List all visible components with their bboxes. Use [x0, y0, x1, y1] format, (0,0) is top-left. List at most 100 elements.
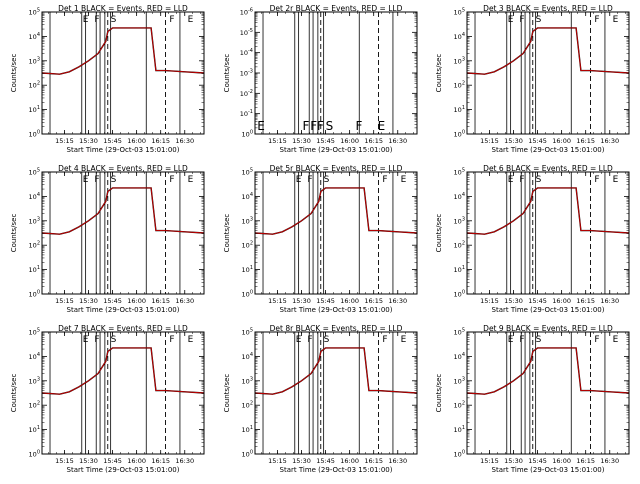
interval-marker: E	[188, 335, 194, 345]
x-tick-label: 15:30	[504, 457, 523, 465]
y-tick-label: 103	[29, 376, 40, 385]
interval-marker: E	[508, 335, 514, 345]
y-axis-label: Counts/sec	[435, 54, 443, 93]
x-tick-label: 15:15	[268, 137, 287, 145]
interval-marker: E	[83, 175, 89, 185]
x-tick-label: 15:30	[79, 297, 98, 305]
y-tick-label: 105	[454, 8, 465, 17]
x-tick-label: 15:15	[480, 457, 499, 465]
plot-frame	[466, 171, 630, 295]
x-tick-label: 15:15	[480, 137, 499, 145]
y-tick-label: 104	[454, 192, 465, 201]
y-tick-label: 105	[454, 328, 465, 337]
y-tick-label: 105	[29, 8, 40, 17]
interval-marker: S	[536, 175, 542, 185]
x-tick-label: 15:45	[103, 457, 122, 465]
x-tick-label: 15:45	[103, 137, 122, 145]
x-tick-label: 16:00	[127, 137, 146, 145]
interval-marker: E	[401, 335, 407, 345]
y-tick-label: 101	[242, 425, 253, 434]
x-tick-label: 15:45	[316, 297, 335, 305]
plot-frame	[254, 331, 418, 455]
y-tick-label: 103	[242, 376, 253, 385]
interval-marker: F	[594, 335, 599, 345]
x-axis-label: Start Time (29-Oct-03 15:01:00)	[492, 306, 605, 314]
x-tick-label: 16:15	[151, 137, 170, 145]
x-tick-label: 15:45	[316, 457, 335, 465]
y-tick-label: 100	[29, 290, 40, 299]
panel-title: Det 1 BLACK = Events, RED = LLD	[58, 4, 188, 13]
interval-marker: E	[378, 119, 386, 133]
lld-series-line	[255, 347, 418, 395]
interval-marker: E	[613, 15, 619, 25]
x-tick-label: 16:30	[388, 457, 407, 465]
lld-series-line	[42, 347, 205, 395]
interval-marker: S	[324, 335, 330, 345]
y-tick-label: 103	[454, 216, 465, 225]
interval-marker: S	[326, 119, 334, 133]
y-tick-label: 10-2	[240, 89, 253, 98]
x-tick-label: 16:15	[576, 137, 595, 145]
interval-marker: F	[594, 175, 599, 185]
lld-series-line	[42, 27, 205, 75]
interval-marker: F	[94, 175, 99, 185]
x-tick-label: 15:15	[268, 297, 287, 305]
x-tick-label: 16:30	[388, 297, 407, 305]
x-tick-label: 16:30	[600, 457, 619, 465]
y-tick-label: 103	[454, 376, 465, 385]
y-tick-label: 10-6	[240, 8, 253, 17]
y-tick-label: 104	[29, 192, 40, 201]
y-tick-label: 105	[242, 328, 253, 337]
interval-marker: E	[401, 175, 407, 185]
interval-marker: S	[111, 175, 117, 185]
interval-marker: S	[111, 335, 117, 345]
y-tick-label: 102	[242, 401, 253, 410]
interval-marker: E	[613, 335, 619, 345]
x-tick-label: 16:00	[340, 457, 359, 465]
x-tick-label: 15:30	[504, 137, 523, 145]
y-tick-label: 103	[454, 56, 465, 65]
y-axis-label: Counts/sec	[10, 374, 18, 413]
x-tick-label: 16:15	[151, 457, 170, 465]
x-tick-label: 16:15	[151, 297, 170, 305]
x-tick-label: 15:30	[504, 297, 523, 305]
y-tick-label: 101	[29, 105, 40, 114]
x-tick-label: 16:30	[175, 137, 194, 145]
panel-title: Det 3 BLACK = Events, RED = LLD	[483, 4, 613, 13]
panel-title: Det 2r BLACK = Events, RED = LLD	[270, 4, 403, 13]
y-tick-label: 10-3	[240, 69, 253, 78]
y-tick-label: 105	[29, 328, 40, 337]
y-tick-label: 101	[242, 265, 253, 274]
y-axis-label: Counts/sec	[435, 374, 443, 413]
y-tick-label: 103	[29, 56, 40, 65]
x-tick-label: 16:15	[576, 457, 595, 465]
interval-marker: F	[519, 335, 524, 345]
x-tick-label: 16:00	[552, 137, 571, 145]
y-tick-label: 105	[454, 168, 465, 177]
y-tick-label: 100	[242, 130, 253, 139]
x-tick-label: 15:15	[55, 457, 74, 465]
y-tick-label: 102	[242, 241, 253, 250]
y-tick-label: 105	[242, 168, 253, 177]
x-axis-label: Start Time (29-Oct-03 15:01:00)	[280, 146, 393, 154]
lld-series-line	[467, 187, 630, 235]
y-tick-label: 100	[454, 130, 465, 139]
lld-series-line	[467, 347, 630, 395]
interval-marker: F	[317, 119, 324, 133]
x-tick-label: 16:30	[175, 457, 194, 465]
y-tick-label: 104	[29, 32, 40, 41]
x-axis-label: Start Time (29-Oct-03 15:01:00)	[67, 466, 180, 474]
x-tick-label: 16:00	[552, 457, 571, 465]
y-tick-label: 103	[242, 216, 253, 225]
x-tick-label: 16:30	[175, 297, 194, 305]
interval-marker: S	[536, 335, 542, 345]
x-axis-label: Start Time (29-Oct-03 15:01:00)	[67, 146, 180, 154]
x-tick-label: 16:15	[576, 297, 595, 305]
interval-marker: F	[169, 335, 174, 345]
